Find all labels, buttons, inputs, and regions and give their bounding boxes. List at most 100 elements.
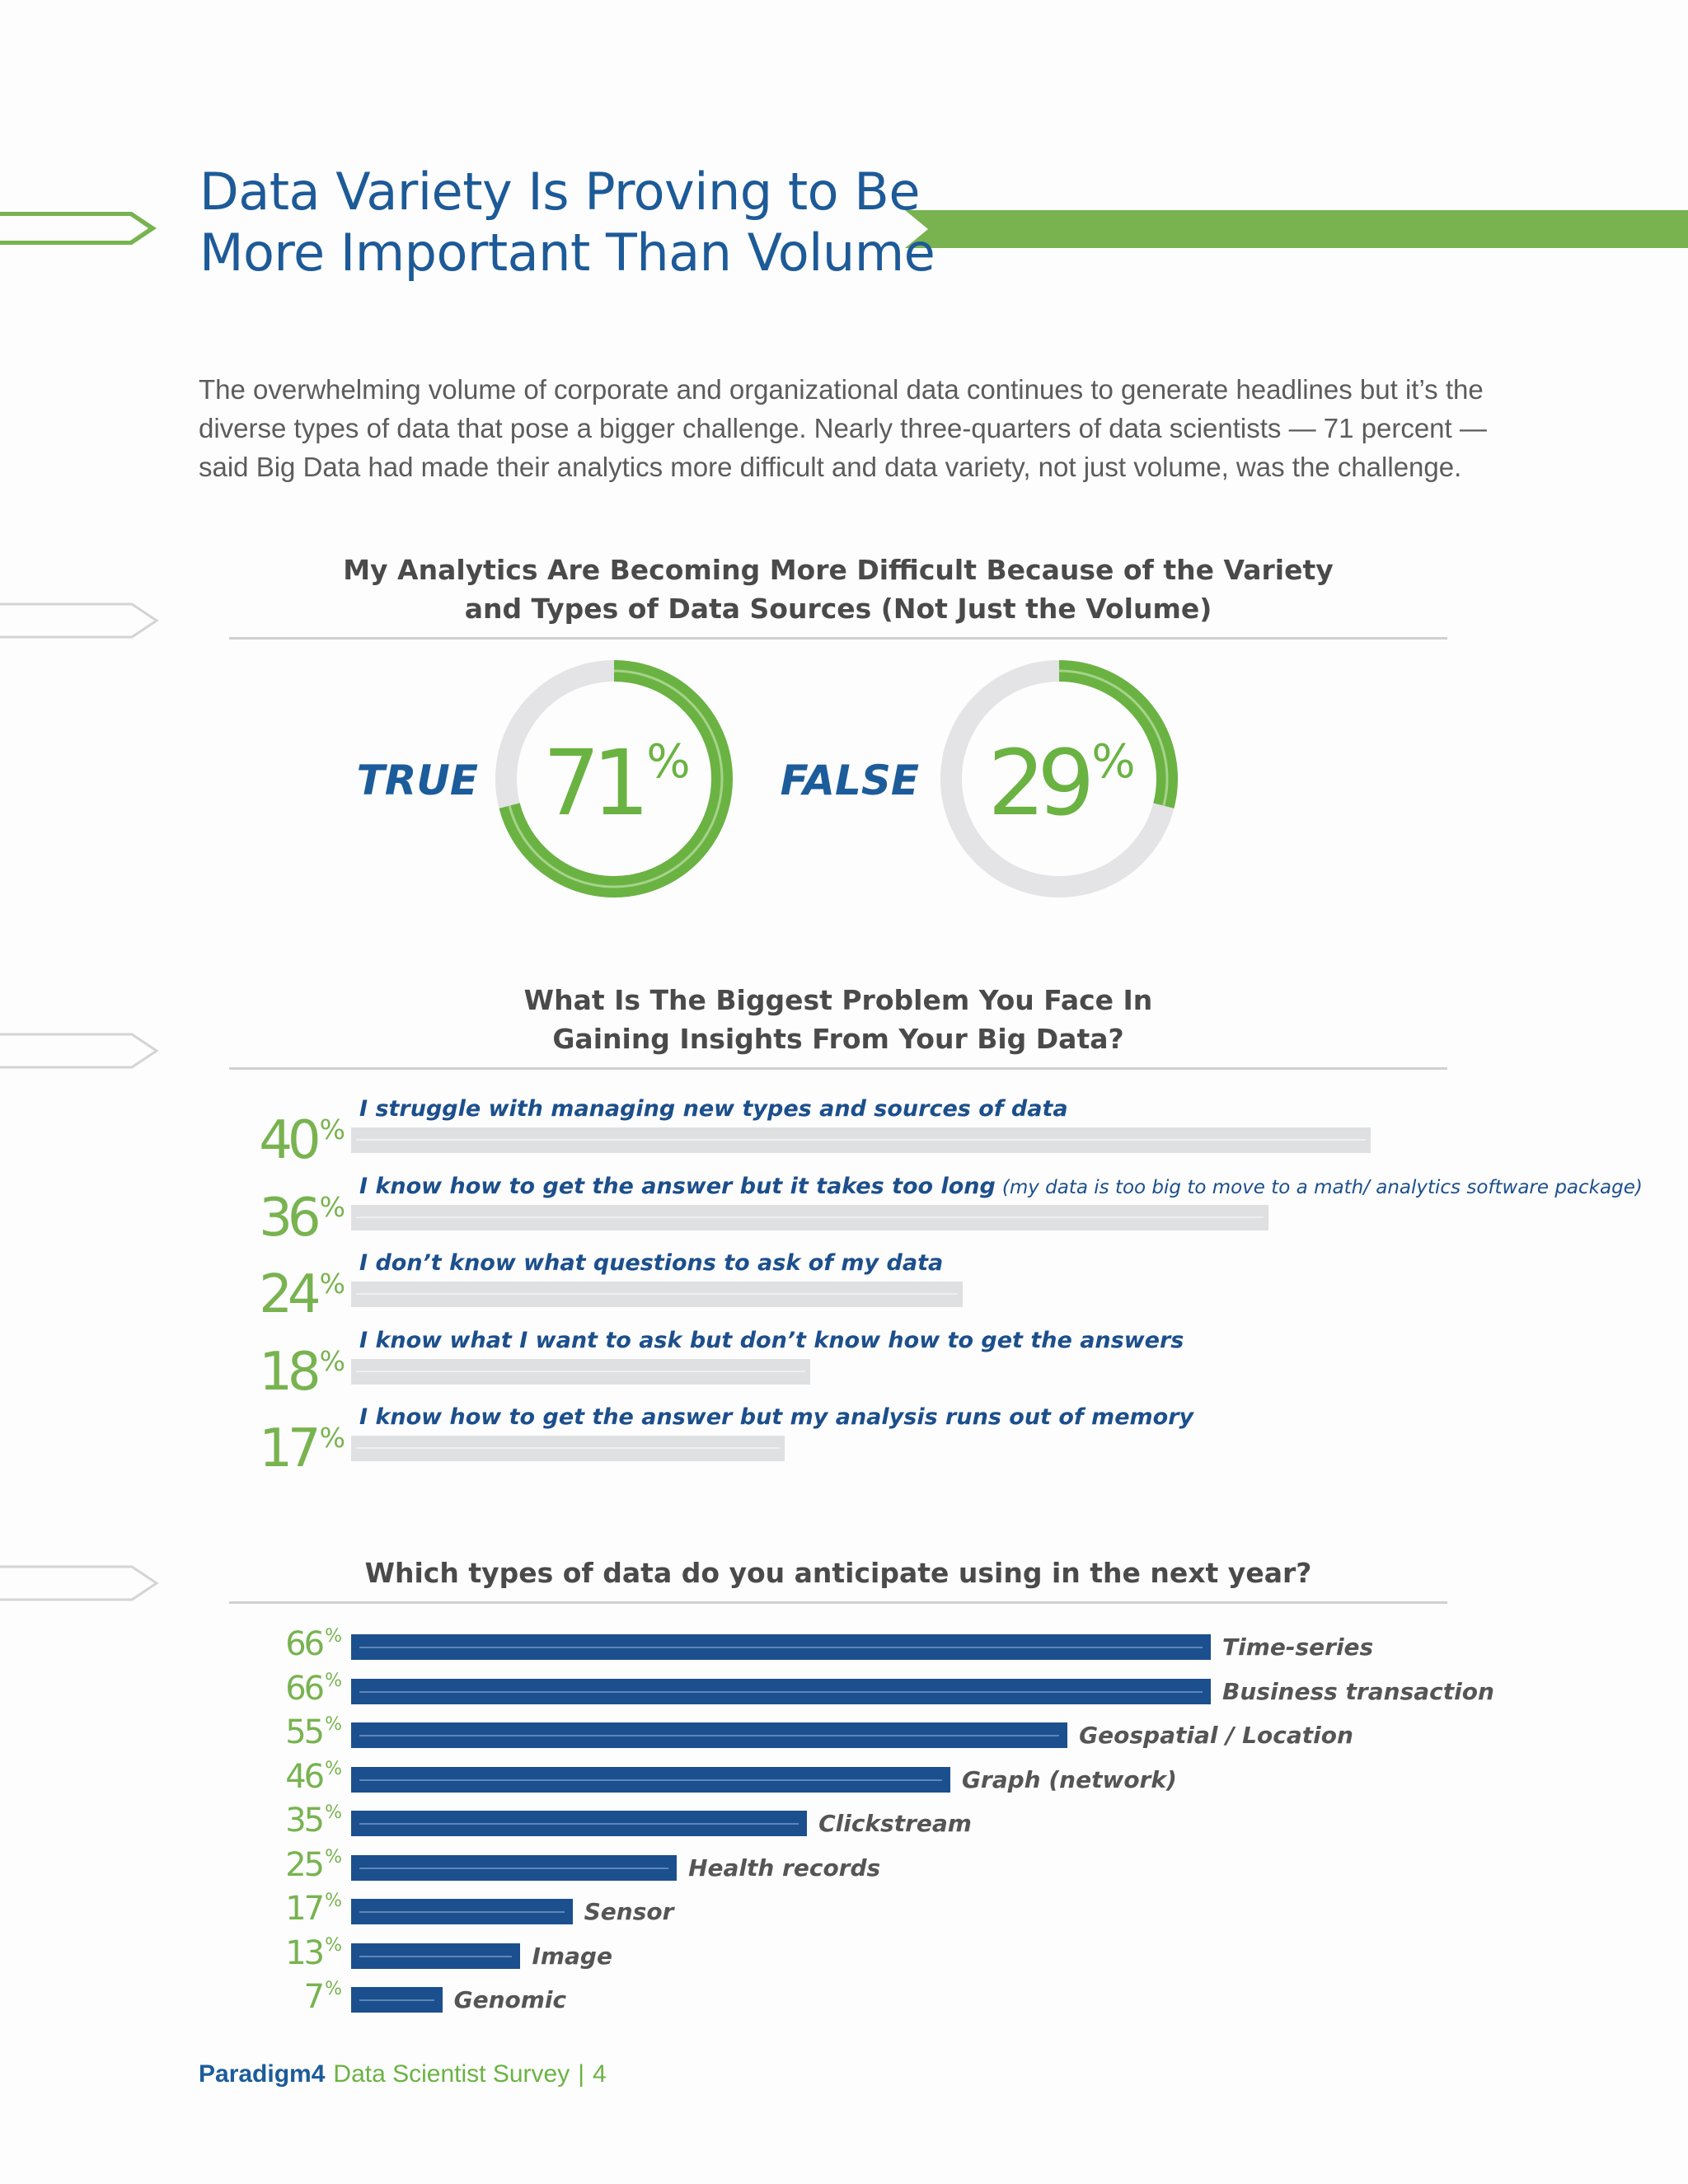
false-percent: 29% xyxy=(938,738,1180,828)
datatype-4-percent-value: 46 xyxy=(285,1757,325,1796)
datatype-5-percent-value: 35 xyxy=(285,1802,325,1840)
true-percent: 71% xyxy=(493,738,735,828)
problem-4-percent-value: 18 xyxy=(259,1341,321,1403)
datatype-6-bar xyxy=(351,1854,678,1881)
datatype-1-label: Time-series xyxy=(1222,1633,1374,1661)
problem-5-bar xyxy=(351,1436,785,1461)
datatype-1-percent-value: 66 xyxy=(285,1625,325,1663)
title-arrow-left xyxy=(0,212,157,245)
problem-3-percent-value: 24 xyxy=(259,1264,321,1325)
datatype-1-percent: 66% xyxy=(241,1625,342,1663)
problem-1-percent: 40% xyxy=(218,1113,345,1167)
problem-4-percent-unit: % xyxy=(319,1344,345,1377)
datatype-6-percent-value: 25 xyxy=(285,1845,325,1884)
false-donut-arc-highlight xyxy=(1058,669,1169,806)
true-donut-arc-highlight xyxy=(508,669,724,888)
datatype-9-percent-unit: % xyxy=(325,1979,342,1999)
false-percent-unit: % xyxy=(1091,735,1136,789)
datatype-6-percent-unit: % xyxy=(325,1846,342,1868)
datatype-2-percent-unit: % xyxy=(325,1670,342,1691)
datatype-5-label: Clickstream xyxy=(818,1810,972,1837)
problem-5-percent-unit: % xyxy=(319,1422,345,1454)
problem-3-bar xyxy=(351,1282,964,1307)
page-title: Data Variety Is Proving to Be More Impor… xyxy=(199,162,941,284)
problem-2-label: I know how to get the answer but it take… xyxy=(359,1174,1643,1199)
problem-section-title-line-1: What Is The Biggest Problem You Face In xyxy=(523,984,1153,1016)
footer: Paradigm4 Data Scientist Survey | 4 xyxy=(199,2060,607,2088)
problem-3-percent: 24% xyxy=(218,1268,345,1321)
problem-2-bar xyxy=(351,1204,1269,1230)
problem-1-percent-unit: % xyxy=(319,1113,345,1146)
datatype-4-percent: 46% xyxy=(241,1757,342,1796)
datatype-1-bar xyxy=(351,1634,1211,1660)
footer-brand: Paradigm4 xyxy=(199,2060,326,2088)
datatype-8-percent-unit: % xyxy=(325,1934,342,1956)
problem-2-percent-value: 36 xyxy=(259,1187,321,1249)
section-arrow-3 xyxy=(0,1565,159,1601)
types-section-rule xyxy=(229,1601,1447,1604)
datatype-1-percent-unit: % xyxy=(325,1626,342,1647)
problem-1-percent-value: 40 xyxy=(259,1110,321,1171)
datatype-3-percent-value: 55 xyxy=(285,1713,325,1751)
page-title-line-1: Data Variety Is Proving to Be xyxy=(199,162,920,222)
true-percent-value: 71 xyxy=(542,730,649,836)
problem-4-percent: 18% xyxy=(218,1344,345,1399)
problem-5-label-text: I know how to get the answer but my anal… xyxy=(359,1404,1194,1430)
true-donut xyxy=(495,660,733,898)
datatype-4-percent-unit: % xyxy=(325,1758,342,1779)
problem-2-percent-unit: % xyxy=(319,1190,345,1223)
footer-page-number: 4 xyxy=(593,2060,607,2088)
false-percent-value: 29 xyxy=(987,730,1095,836)
datatype-9-bar xyxy=(351,1987,443,2013)
false-donut xyxy=(940,660,1178,898)
donut-section-rule xyxy=(229,637,1447,640)
true-percent-unit: % xyxy=(646,735,691,789)
datatype-8-percent-value: 13 xyxy=(285,1933,325,1972)
donut-section-title-line-2: and Types of Data Sources (Not Just the … xyxy=(464,593,1212,625)
problem-section-title: What Is The Biggest Problem You Face In … xyxy=(229,981,1447,1058)
datatype-7-percent-unit: % xyxy=(325,1891,342,1911)
problem-1-label-text: I struggle with managing new types and s… xyxy=(359,1096,1068,1122)
datatype-9-percent: 7% xyxy=(241,1978,342,2016)
datatype-4-label: Graph (network) xyxy=(961,1765,1177,1793)
datatype-2-bar xyxy=(351,1678,1211,1704)
datatype-3-percent-unit: % xyxy=(325,1714,342,1735)
problem-3-label-text: I don’t know what questions to ask of my… xyxy=(359,1250,944,1276)
datatype-5-percent: 35% xyxy=(241,1802,342,1840)
datatype-3-percent: 55% xyxy=(241,1713,342,1751)
problem-3-percent-unit: % xyxy=(319,1268,345,1300)
datatype-5-percent-unit: % xyxy=(325,1802,342,1823)
problem-5-label: I know how to get the answer but my anal… xyxy=(359,1404,1193,1430)
datatype-7-percent: 17% xyxy=(241,1890,342,1928)
datatype-8-bar xyxy=(351,1943,521,1969)
problem-1-bar xyxy=(351,1127,1371,1153)
types-section-title: Which types of data do you anticipate us… xyxy=(229,1554,1447,1592)
problem-4-label: I know what I want to ask but don’t know… xyxy=(359,1328,1184,1353)
datatype-5-bar xyxy=(351,1811,808,1836)
datatype-8-label: Image xyxy=(532,1942,612,1970)
datatype-6-percent: 25% xyxy=(241,1845,342,1884)
problem-2-percent: 36% xyxy=(218,1190,345,1244)
problem-5-percent-value: 17 xyxy=(259,1418,321,1479)
problem-section-title-line-2: Gaining Insights From Your Big Data? xyxy=(552,1023,1124,1055)
datatype-9-percent-value: 7 xyxy=(303,1978,326,2016)
page-title-line-2: More Important Than Volume xyxy=(199,223,935,283)
problem-2-label-note: (my data is too big to move to a math/ a… xyxy=(1001,1176,1643,1198)
datatype-3-bar xyxy=(351,1722,1068,1748)
datatype-2-percent-value: 66 xyxy=(285,1669,325,1708)
donut-section-title: My Analytics Are Becoming More Difficult… xyxy=(229,551,1447,628)
datatype-4-bar xyxy=(351,1766,950,1793)
datatype-8-percent: 13% xyxy=(241,1933,342,1972)
datatype-7-percent-value: 17 xyxy=(285,1890,325,1928)
problem-1-label: I struggle with managing new types and s… xyxy=(359,1096,1068,1122)
problem-2-label-text: I know how to get the answer but it take… xyxy=(359,1173,996,1199)
title-arrow-right xyxy=(905,210,1688,248)
problem-5-percent: 17% xyxy=(218,1422,345,1475)
problem-4-label-text: I know what I want to ask but don’t know… xyxy=(359,1327,1184,1353)
datatype-2-percent: 66% xyxy=(241,1669,342,1708)
datatype-7-bar xyxy=(351,1899,573,1924)
datatype-6-label: Health records xyxy=(688,1854,881,1882)
footer-separator: | xyxy=(578,2060,584,2088)
problem-section-rule xyxy=(229,1067,1447,1070)
datatype-9-label: Genomic xyxy=(453,1986,567,2013)
